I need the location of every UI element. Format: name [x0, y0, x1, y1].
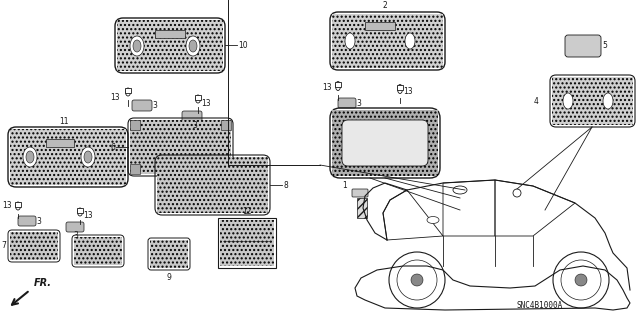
Bar [130, 164, 140, 174]
Ellipse shape [81, 147, 95, 167]
Text: 3: 3 [356, 99, 361, 108]
Bar [15, 202, 21, 207]
Circle shape [411, 274, 423, 286]
Ellipse shape [23, 147, 37, 167]
Bar [130, 120, 231, 174]
Bar [157, 157, 268, 213]
Text: 1: 1 [342, 182, 347, 190]
Text: 5: 5 [602, 41, 607, 50]
Bar [332, 110, 438, 176]
Text: 2: 2 [383, 1, 387, 10]
Ellipse shape [427, 217, 439, 224]
Bar [150, 240, 188, 268]
Bar [218, 218, 276, 268]
Text: 13: 13 [322, 84, 332, 93]
Ellipse shape [186, 36, 200, 56]
Bar [552, 77, 633, 125]
Text: 9: 9 [166, 273, 172, 283]
Text: 4: 4 [533, 97, 538, 106]
Bar [125, 88, 131, 93]
Text: 10: 10 [238, 41, 248, 49]
Bar [77, 208, 83, 213]
Text: 13: 13 [2, 202, 12, 211]
Bar [46, 139, 74, 147]
Text: 13: 13 [403, 86, 413, 95]
Bar [397, 85, 403, 90]
Bar [130, 120, 140, 130]
Ellipse shape [77, 208, 83, 216]
Ellipse shape [563, 93, 573, 109]
Bar [10, 129, 126, 185]
Text: 12: 12 [243, 206, 252, 216]
FancyBboxPatch shape [565, 35, 601, 57]
Text: 11: 11 [60, 116, 68, 125]
Bar [195, 95, 201, 100]
Ellipse shape [125, 88, 131, 96]
Text: SNC4B1000A: SNC4B1000A [517, 300, 563, 309]
FancyBboxPatch shape [66, 222, 84, 232]
Text: FR.: FR. [34, 278, 52, 288]
FancyBboxPatch shape [338, 98, 356, 108]
Bar [223, 226, 271, 260]
Bar [335, 82, 341, 87]
Circle shape [575, 274, 587, 286]
FancyBboxPatch shape [18, 216, 36, 226]
Bar [74, 237, 122, 265]
FancyBboxPatch shape [342, 120, 428, 166]
Bar [221, 120, 231, 130]
Ellipse shape [195, 95, 200, 103]
Bar [155, 30, 185, 38]
Text: 3: 3 [74, 232, 79, 241]
Bar [221, 164, 231, 174]
FancyBboxPatch shape [132, 100, 152, 111]
Text: 7: 7 [1, 241, 6, 250]
Text: 13: 13 [201, 99, 211, 108]
Text: 3: 3 [193, 121, 197, 130]
Bar [10, 232, 58, 260]
Ellipse shape [405, 33, 415, 49]
Ellipse shape [603, 93, 613, 109]
Ellipse shape [133, 40, 141, 52]
Ellipse shape [130, 36, 144, 56]
Text: 3: 3 [36, 217, 41, 226]
FancyBboxPatch shape [182, 111, 202, 122]
Ellipse shape [335, 81, 340, 91]
Bar [357, 198, 367, 218]
Text: 6: 6 [110, 143, 115, 152]
Text: 8: 8 [283, 181, 288, 189]
Text: 3: 3 [152, 100, 157, 109]
Bar [332, 14, 443, 68]
Text: 13: 13 [83, 211, 93, 220]
Bar [220, 220, 274, 266]
Ellipse shape [15, 202, 20, 210]
Bar [117, 20, 223, 71]
Ellipse shape [26, 151, 34, 163]
Ellipse shape [345, 33, 355, 49]
Ellipse shape [397, 85, 403, 93]
FancyBboxPatch shape [352, 189, 368, 197]
Ellipse shape [189, 40, 197, 52]
Bar [365, 22, 395, 30]
Ellipse shape [84, 151, 92, 163]
Text: 13: 13 [110, 93, 120, 102]
